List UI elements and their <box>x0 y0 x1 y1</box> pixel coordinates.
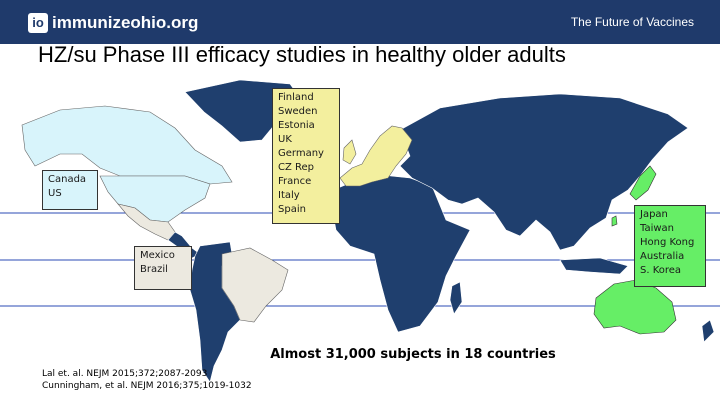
label-line: Brazil <box>140 264 168 275</box>
label-line: Canada <box>48 174 87 185</box>
uk-shape <box>342 139 357 165</box>
europe-label: Finland Sweden Estonia UK Germany CZ Rep… <box>272 88 340 224</box>
greenland-shape <box>184 79 301 143</box>
latin-america-label: Mexico Brazil <box>134 246 192 290</box>
logo[interactable]: io immunizeohio.org <box>28 12 198 34</box>
slide-title: HZ/su Phase III efficacy studies in heal… <box>38 42 566 67</box>
label-line: US <box>48 188 62 199</box>
label-line: UK <box>278 134 292 145</box>
usa-shape <box>99 175 211 223</box>
header-bar: io immunizeohio.org The Future of Vaccin… <box>0 0 720 44</box>
taiwan-shape <box>611 215 618 227</box>
label-line: Australia <box>640 251 685 262</box>
label-line: CZ Rep <box>278 162 315 173</box>
europe-shape <box>339 125 413 187</box>
label-line: Finland <box>278 92 314 103</box>
asia-shape <box>399 93 689 251</box>
asia-pacific-label: Japan Taiwan Hong Kong Australia S. Kore… <box>634 205 706 287</box>
logo-badge: io <box>28 13 48 33</box>
logo-text: immunizeohio.org <box>52 13 199 32</box>
madagascar-shape <box>449 281 463 315</box>
references: Lal et. al. NEJM 2015;372;2087-2093 Cunn… <box>42 368 252 392</box>
label-line: Hong Kong <box>640 237 695 248</box>
world-map <box>0 79 720 383</box>
north-america-label: Canada US <box>42 170 98 210</box>
reference-line: Lal et. al. NEJM 2015;372;2087-2093 <box>42 369 208 379</box>
reference-line: Cunningham, et al. NEJM 2016;375;1019-10… <box>42 381 252 391</box>
label-line: S. Korea <box>640 265 682 276</box>
brazil-shape <box>221 247 289 323</box>
header-tagline: The Future of Vaccines <box>570 15 694 29</box>
label-line: France <box>278 176 312 187</box>
australia-shape <box>593 279 677 335</box>
label-line: Taiwan <box>640 223 675 234</box>
new-zealand-shape <box>701 319 715 343</box>
label-line: Spain <box>278 204 306 215</box>
label-line: Japan <box>640 209 668 220</box>
label-line: Mexico <box>140 250 175 261</box>
summary-callout: Almost 31,000 subjects in 18 countries <box>262 342 564 368</box>
japan-shape <box>629 165 657 201</box>
label-line: Germany <box>278 148 324 159</box>
indonesia-shape <box>559 257 629 275</box>
label-line: Sweden <box>278 106 318 117</box>
label-line: Italy <box>278 190 300 201</box>
label-line: Estonia <box>278 120 315 131</box>
